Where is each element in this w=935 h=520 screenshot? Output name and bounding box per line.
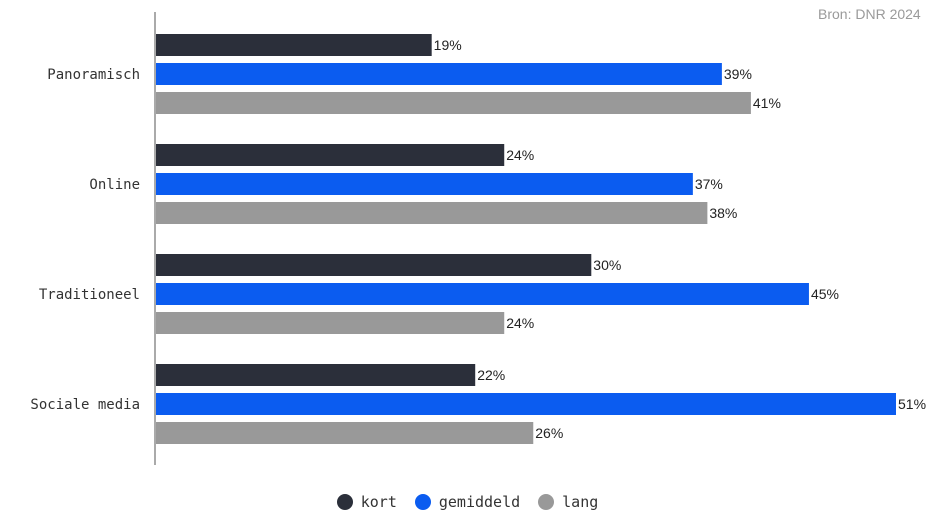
- bar-kort: [156, 364, 476, 386]
- bar-gemiddeld: [156, 283, 809, 305]
- data-label: 22%: [477, 367, 505, 383]
- legend-item-kort[interactable]: kort: [336, 493, 397, 511]
- legend-item-gemiddeld[interactable]: gemiddeld: [414, 493, 521, 511]
- legend-label: gemiddeld: [438, 493, 521, 511]
- data-label: 24%: [506, 315, 534, 331]
- legend-dot-icon: [538, 494, 555, 510]
- data-label: 26%: [535, 425, 563, 441]
- data-label: 39%: [724, 66, 752, 82]
- data-label: 45%: [811, 286, 839, 302]
- source-note: Bron: DNR 2024: [818, 6, 921, 22]
- bar-kort: [156, 144, 505, 166]
- category-label: Online: [89, 177, 140, 193]
- legend-label: lang: [562, 493, 599, 511]
- category-label: Sociale media: [30, 397, 140, 413]
- bar-lang: [156, 202, 708, 224]
- data-label: 37%: [695, 176, 723, 192]
- bar-gemiddeld: [156, 63, 722, 85]
- bar-gemiddeld: [156, 393, 896, 415]
- data-label: 51%: [898, 396, 926, 412]
- category-label: Traditioneel: [39, 287, 140, 303]
- bar-kort: [156, 34, 432, 56]
- legend-dot-icon: [414, 494, 431, 510]
- bar-lang: [156, 92, 751, 114]
- legend-label: kort: [360, 493, 397, 511]
- data-label: 41%: [753, 95, 781, 111]
- data-label: 30%: [593, 257, 621, 273]
- legend-dot-icon: [336, 494, 353, 510]
- legend-item-lang[interactable]: lang: [538, 493, 598, 511]
- data-label: 19%: [434, 37, 462, 53]
- data-label: 24%: [506, 147, 534, 163]
- category-label: Panoramisch: [47, 67, 140, 83]
- bar-kort: [156, 254, 592, 276]
- chart-legend: kort gemiddeld lang: [0, 493, 935, 511]
- data-label: 38%: [709, 205, 737, 221]
- bar-gemiddeld: [156, 173, 693, 195]
- bar-lang: [156, 312, 505, 334]
- bar-lang: [156, 422, 534, 444]
